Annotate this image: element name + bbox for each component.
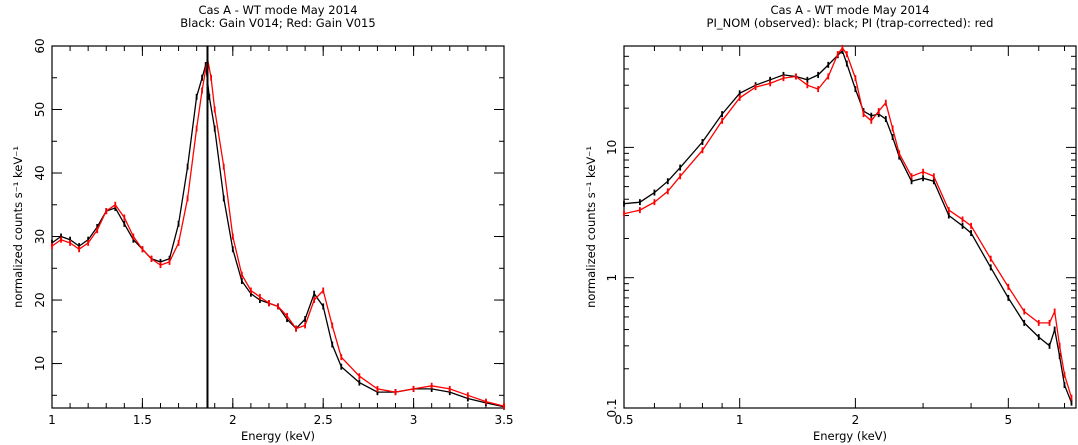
left-x-axis-label: Energy (keV)	[241, 429, 315, 443]
right-axis-ticks: 0.5 1 2 5 0.1 1 10	[605, 46, 1076, 427]
right-x-axis-label: Energy (keV)	[813, 429, 887, 443]
x-tick-label: 1	[48, 413, 56, 427]
x-tick-label: 2.5	[314, 413, 333, 427]
x-tick-label: 0.5	[614, 413, 633, 427]
y-tick-label: 10	[33, 356, 47, 371]
series-line-black	[51, 64, 505, 408]
y-tick-label: 0.1	[605, 398, 619, 417]
y-tick-label: 50	[33, 102, 47, 117]
series-line-red	[623, 46, 1073, 398]
x-tick-label: 1.5	[133, 413, 152, 427]
right-y-axis-label: normalized counts s⁻¹ keV⁻¹	[584, 146, 598, 308]
right-chart: Cas A - WT mode May 2014 PI_NOM (observe…	[584, 3, 1077, 443]
x-tick-label: 5	[1005, 413, 1013, 427]
series-line-black	[623, 49, 1073, 403]
x-tick-label: 3	[410, 413, 418, 427]
x-tick-label: 3.5	[494, 413, 513, 427]
left-chart: Cas A - WT mode May 2014 Black: Gain V01…	[11, 3, 514, 443]
left-chart-title: Cas A - WT mode May 2014	[198, 3, 357, 17]
left-y-axis-label: normalized counts s⁻¹ keV⁻¹	[11, 146, 25, 308]
y-tick-label: 30	[33, 229, 47, 244]
left-plot-frame	[51, 45, 505, 409]
x-tick-label: 2	[852, 413, 860, 427]
right-series-group	[623, 44, 1073, 406]
y-tick-label: 1	[605, 274, 619, 282]
right-chart-title: Cas A - WT mode May 2014	[770, 3, 929, 17]
right-plot-frame	[623, 45, 1077, 409]
x-tick-label: 1	[736, 413, 744, 427]
x-tick-label: 2	[229, 413, 237, 427]
left-axis-ticks: 1 1.5 2 2.5 3 3.5 10 20 30 40 50 60	[33, 38, 514, 427]
series-line-red	[51, 58, 505, 407]
y-tick-label: 60	[33, 38, 47, 53]
y-tick-label: 10	[605, 140, 619, 155]
y-tick-label: 40	[33, 165, 47, 180]
right-chart-subtitle: PI_NOM (observed): black; PI (trap-corre…	[707, 16, 994, 30]
y-tick-label: 20	[33, 292, 47, 307]
left-series-group	[51, 46, 505, 410]
left-chart-subtitle: Black: Gain V014; Red: Gain V015	[180, 16, 375, 30]
